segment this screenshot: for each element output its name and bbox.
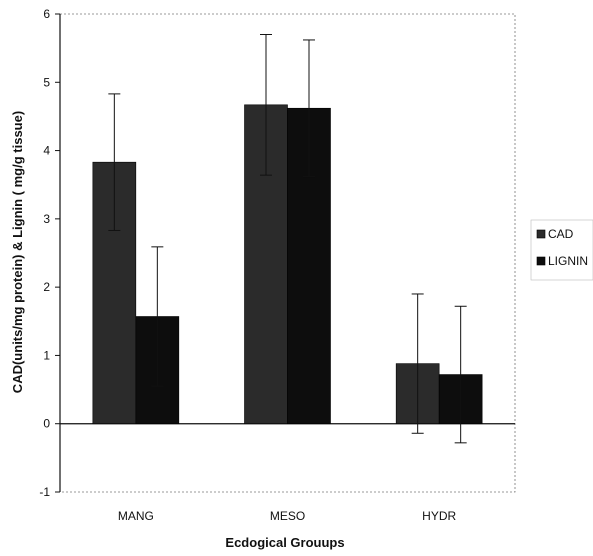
error-bars <box>108 33 467 444</box>
y-tick-label-0: -1 <box>39 485 50 499</box>
category-label-meso: MESO <box>270 509 305 523</box>
category-label-hydr: HYDR <box>422 509 456 523</box>
y-ticks: -1 0 1 2 3 4 5 6 <box>39 7 60 499</box>
legend: CAD LIGNIN <box>530 219 593 281</box>
y-tick-label-1: 0 <box>43 417 50 431</box>
plot-area <box>59 13 516 493</box>
y-tick-label-6: 5 <box>43 75 50 89</box>
y-tick-label-3: 2 <box>43 280 50 294</box>
category-labels: MANG MESO HYDR <box>118 509 457 523</box>
y-tick-label-7: 6 <box>43 7 50 21</box>
legend-label-lignin: LIGNIN <box>548 254 588 268</box>
y-axis-title: CAD(units/mg protein) & Lignin ( mg/g ti… <box>10 111 25 393</box>
y-tick-label-2: 1 <box>43 348 50 362</box>
legend-label-cad: CAD <box>548 227 574 241</box>
legend-swatch-cad <box>536 229 546 239</box>
category-label-mang: MANG <box>118 509 154 523</box>
legend-swatch-lignin <box>536 256 546 266</box>
x-axis-title: Ecdogical Grouups <box>225 535 344 550</box>
bars <box>92 104 483 425</box>
y-tick-label-4: 3 <box>43 212 50 226</box>
y-tick-label-5: 4 <box>43 144 50 158</box>
